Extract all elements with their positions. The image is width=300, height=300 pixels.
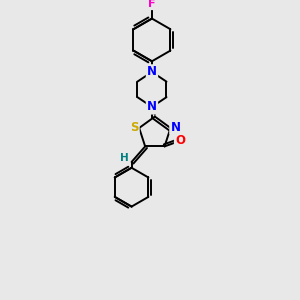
Text: N: N	[147, 65, 157, 78]
Text: N: N	[147, 100, 157, 113]
Text: S: S	[130, 121, 139, 134]
Text: F: F	[148, 0, 156, 9]
Text: O: O	[175, 134, 185, 147]
Text: N: N	[170, 121, 180, 134]
Text: H: H	[120, 153, 129, 163]
